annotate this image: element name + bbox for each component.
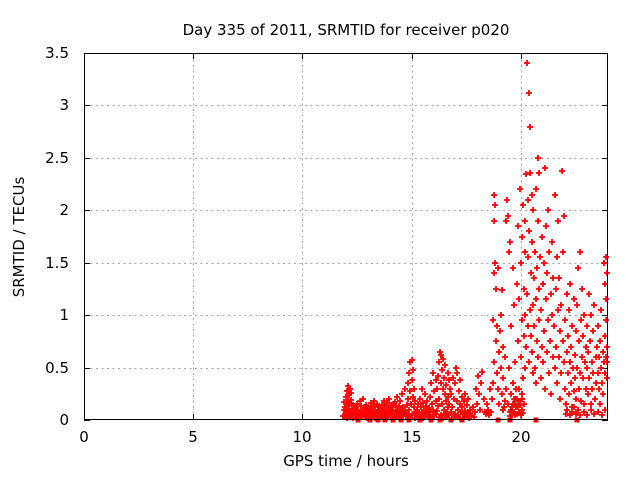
x-tick-label: 20 [511,428,530,446]
y-tick-label: 1.5 [45,254,69,272]
y-tick-label: 1 [59,306,69,324]
tick-marks [84,53,608,421]
y-tick-label: 2.5 [45,149,69,167]
x-tick-label: 0 [79,428,89,446]
y-tick-label: 2 [59,201,69,219]
series-SRMTID-points [340,60,610,421]
tick-labels: 0 5 10 15 20 0 0.5 1 1.5 2 2.5 3 3.5 [45,44,530,446]
y-tick-label: 0 [59,411,69,429]
plot-border [84,53,608,420]
x-axis-label: GPS time / hours [283,452,409,470]
x-tick-label: 10 [292,428,311,446]
y-tick-label: 0.5 [45,359,69,377]
y-tick-label: 3.5 [45,44,69,62]
x-tick-label: 5 [188,428,198,446]
chart-title: Day 335 of 2011, SRMTID for receiver p02… [182,21,510,39]
x-tick-label: 15 [402,428,421,446]
y-tick-label: 3 [59,96,69,114]
